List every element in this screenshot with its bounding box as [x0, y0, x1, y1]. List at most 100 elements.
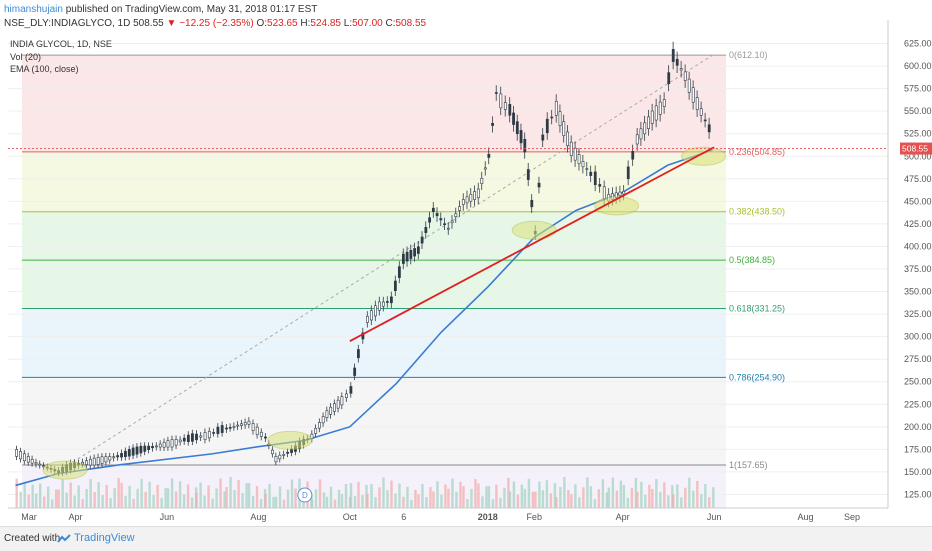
x-tick-label: Aug	[250, 512, 266, 522]
volume-bar	[294, 488, 297, 508]
tradingview-logo-icon	[57, 534, 71, 543]
volume-bar	[477, 483, 480, 508]
fib-label: 0.786(254.90)	[729, 372, 785, 382]
author-name[interactable]: himanshujain	[4, 4, 63, 15]
fib-label: 0.236(504.85)	[729, 147, 785, 157]
candle-body	[345, 393, 348, 398]
volume-bar	[318, 479, 322, 508]
fib-label: 0(612.10)	[729, 50, 768, 60]
support-circle	[594, 196, 640, 216]
x-tick-label: Sep	[844, 512, 860, 522]
fib-zone	[22, 55, 726, 152]
candle-body	[228, 427, 232, 429]
candle-body	[170, 439, 174, 448]
candle-body	[647, 116, 650, 130]
candle-body	[550, 116, 554, 119]
volume-bar	[290, 479, 294, 508]
candle-body	[562, 121, 566, 136]
candle-body	[182, 437, 186, 442]
candle-body	[314, 427, 318, 434]
volume-bar	[174, 491, 178, 508]
volume-bar	[225, 487, 228, 508]
volume-bar	[370, 484, 373, 508]
candle-body	[329, 406, 333, 415]
volume-bar	[570, 494, 573, 508]
candle-body	[377, 301, 381, 311]
candle-body	[135, 446, 139, 455]
candle-body	[667, 72, 671, 85]
footer-created: Created with	[4, 533, 61, 544]
volume-bar	[451, 478, 454, 508]
volume-bar	[132, 498, 135, 508]
y-tick-label: 500.00	[904, 151, 932, 161]
volume-bar	[286, 489, 290, 508]
volume-bar	[255, 486, 259, 508]
y-tick-label: 150.00	[904, 467, 932, 477]
y-tick-label: 175.00	[904, 444, 932, 454]
volume-bar	[268, 483, 271, 508]
y-tick-label: 125.00	[904, 489, 932, 499]
candle-body	[602, 186, 606, 199]
candle-body	[259, 431, 263, 437]
volume-bar	[170, 478, 174, 508]
x-tick-label: 2018	[478, 512, 498, 522]
support-circle	[681, 146, 727, 166]
fib-label: 0.5(384.85)	[729, 255, 775, 265]
last-price-tag	[900, 142, 932, 155]
candle-body	[162, 441, 166, 448]
candle-body	[274, 456, 278, 463]
volume-bar	[667, 495, 670, 508]
candle-body	[34, 462, 38, 465]
volume-bar	[485, 486, 488, 508]
volume-bar	[215, 488, 218, 508]
price-chart[interactable]: 0(612.10) 0.236(504.85) 0.382(438.50) 0.5(3…	[0, 0, 932, 526]
y-tick-label: 550.00	[904, 106, 932, 116]
volume-bar	[38, 483, 42, 508]
candle-body	[424, 227, 428, 233]
volume-bar	[692, 490, 695, 508]
x-tick-label: Oct	[343, 512, 358, 522]
candle-body	[96, 456, 100, 465]
candle-body	[282, 454, 286, 456]
volume-bar	[85, 489, 88, 508]
candle-body	[353, 367, 357, 376]
candle-body	[116, 455, 120, 458]
y-tick-label: 475.00	[904, 174, 932, 184]
volume-bar	[663, 482, 666, 508]
candle-body	[236, 424, 240, 427]
support-circle	[267, 430, 313, 450]
x-tick-label: Aug	[798, 512, 814, 522]
candle-body	[523, 138, 527, 153]
volume-bar	[322, 492, 326, 508]
last-price: 508.55	[133, 18, 164, 29]
legend-vol: Vol (20)	[10, 52, 42, 62]
volume-bar	[314, 489, 318, 508]
volume-bar	[586, 477, 589, 508]
candle-body	[545, 118, 549, 134]
candle-body	[255, 426, 259, 436]
candle-body	[618, 191, 622, 197]
volume-bar	[712, 487, 715, 508]
volume-bar	[634, 477, 638, 508]
candle-body	[458, 206, 461, 211]
candle-body	[15, 449, 18, 457]
candle-body	[369, 310, 373, 321]
candle-body	[393, 280, 397, 291]
candle-body	[658, 101, 662, 115]
candle-body	[81, 461, 84, 465]
volume-bar	[61, 479, 64, 508]
volume-bar	[574, 484, 577, 508]
volume-bar	[676, 484, 679, 508]
volume-bar	[241, 493, 244, 508]
support-circle	[42, 460, 88, 480]
volume-bar	[507, 477, 510, 508]
candle-body	[22, 453, 26, 462]
candle-body	[278, 454, 282, 460]
candle-body	[675, 58, 679, 66]
volume-bar	[508, 491, 512, 508]
footer-brand[interactable]: TradingView	[74, 532, 135, 544]
y-tick-label: 400.00	[904, 241, 932, 251]
volume-bar	[199, 482, 202, 508]
volume-bar	[182, 494, 186, 508]
candle-body	[340, 396, 344, 406]
